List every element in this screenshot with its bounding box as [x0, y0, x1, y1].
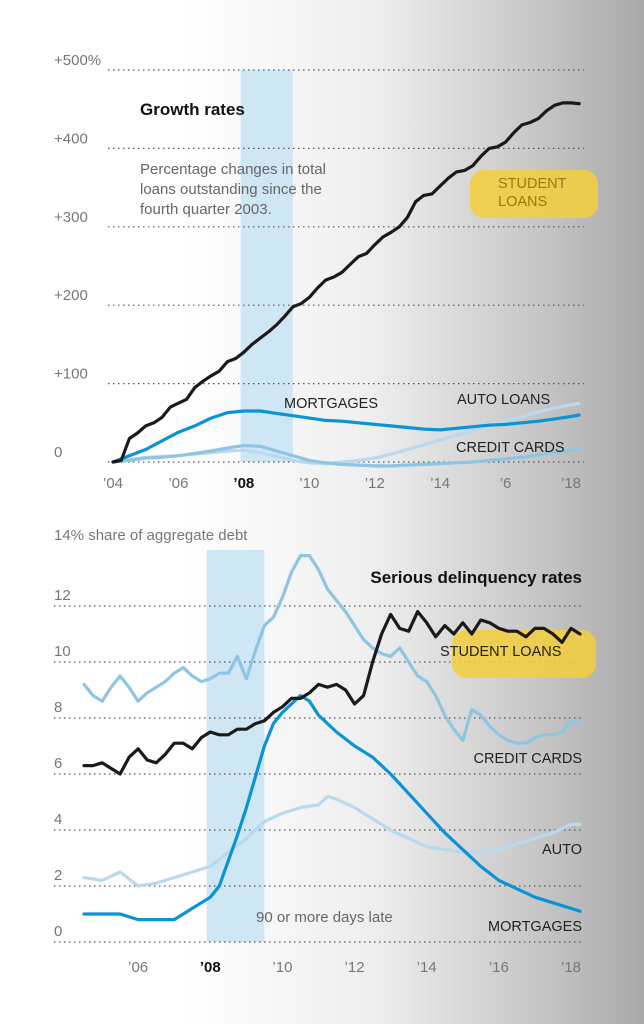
recession-band — [240, 70, 293, 462]
y-tick-label: 4 — [54, 811, 62, 828]
y-tick-label: 0 — [54, 444, 62, 461]
recession-band — [206, 550, 265, 942]
growth-subtitle-line-3: fourth quarter 2003. — [140, 201, 272, 218]
y-tick-label: 2 — [54, 867, 62, 884]
y-tick-label: +500% — [54, 52, 101, 69]
delinquency-gridlines — [54, 605, 584, 943]
x-tick-label: ’08 — [233, 475, 254, 492]
growth-subtitle-line-2: loans outstanding since the — [140, 181, 322, 198]
delinquency-label-auto: AUTO — [542, 842, 582, 858]
y-tick-label: +300 — [54, 209, 88, 226]
x-tick-label: ’06 — [168, 475, 188, 492]
x-tick-label: ’04 — [103, 475, 123, 492]
y-tick-label: +200 — [54, 287, 88, 304]
y-tick-label: 0 — [54, 923, 62, 940]
growth-y-axis-ticks: 0 +100 +200 +300 +400 +500% — [54, 52, 101, 461]
x-tick-label: ’16 — [489, 959, 509, 976]
growth-subtitle-line-1: Percentage changes in total — [140, 161, 326, 178]
y-tick-label: +400 — [54, 130, 88, 147]
x-tick-label: ’08 — [200, 959, 221, 976]
delinquency-x-axis-ticks: ’06 ’08 ’10 ’12 ’14 ’16 ’18 — [128, 959, 581, 976]
x-tick-label: ’6 — [500, 475, 512, 492]
growth-label-student-loans-line-1: STUDENT — [498, 176, 567, 192]
x-tick-label: ’06 — [128, 959, 148, 976]
student-loans-highlight — [470, 170, 598, 218]
delinquency-y-axis-label: 14% share of aggregate debt — [54, 527, 248, 544]
y-tick-label: 10 — [54, 643, 71, 660]
delinquency-label-student-loans: STUDENT LOANS — [440, 644, 561, 660]
x-tick-label: ’14 — [417, 959, 437, 976]
x-tick-label: ’14 — [430, 475, 450, 492]
x-tick-label: ’18 — [561, 475, 581, 492]
delinquency-rates-chart: 0 2 4 6 8 10 12 ’06 ’08 ’10 ’12 ’14 ’16 ’18 14% shar… — [54, 527, 596, 976]
growth-series-lines — [111, 101, 581, 468]
x-tick-label: ’10 — [272, 959, 292, 976]
series-line-student-loans — [111, 101, 581, 464]
x-tick-label: ’12 — [345, 959, 365, 976]
series-line-auto — [82, 794, 582, 888]
x-tick-label: ’10 — [299, 475, 319, 492]
growth-label-student-loans-line-2: LOANS — [498, 194, 547, 210]
recession-note: 90 or more days late — [256, 909, 393, 926]
delinquency-series-lines — [82, 553, 582, 922]
series-line-mortgages — [111, 409, 581, 464]
series-line-credit-cards — [82, 553, 582, 745]
delinquency-label-mortgages: MORTGAGES — [488, 919, 582, 935]
y-tick-label: 12 — [54, 587, 71, 604]
x-tick-label: ’12 — [365, 475, 385, 492]
y-tick-label: 6 — [54, 755, 62, 772]
delinquency-label-credit-cards: CREDIT CARDS — [474, 751, 583, 767]
growth-x-axis-ticks: ’04 ’06 ’08 ’10 ’12 ’14 ’6 ’18 — [103, 475, 581, 492]
y-tick-label: 8 — [54, 699, 62, 716]
x-tick-label: ’18 — [561, 959, 581, 976]
growth-chart-title: Growth rates — [140, 100, 245, 119]
series-line-student-loans — [82, 609, 582, 776]
growth-label-mortgages: MORTGAGES — [284, 396, 378, 412]
delinquency-chart-title: Serious delinquency rates — [370, 568, 582, 587]
series-line-mortgages — [82, 693, 582, 922]
series-line-credit-cards — [111, 443, 581, 468]
growth-label-auto-loans: AUTO LOANS — [457, 392, 550, 408]
growth-label-credit-cards: CREDIT CARDS — [456, 440, 565, 456]
delinquency-y-axis-ticks: 0 2 4 6 8 10 12 — [54, 587, 71, 940]
growth-rates-chart: 0 +100 +200 +300 +400 +500% ’04 ’06 ’08 ’10 ’12 ’1… — [54, 52, 598, 492]
y-tick-label: +100 — [54, 366, 88, 383]
